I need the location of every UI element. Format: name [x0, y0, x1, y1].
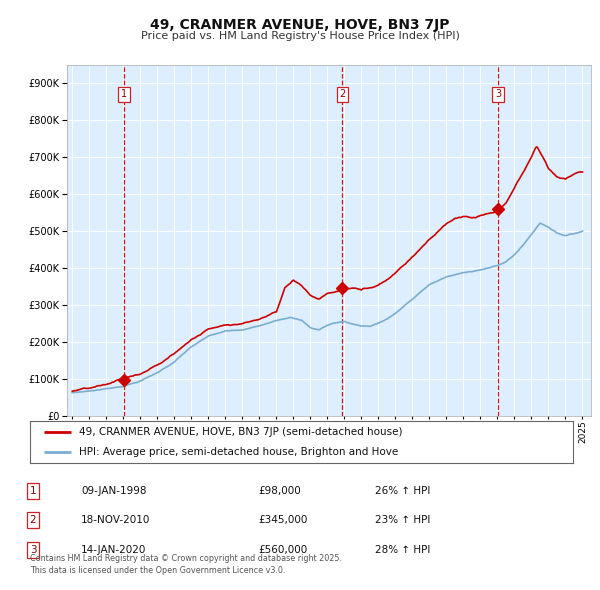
Text: 28% ↑ HPI: 28% ↑ HPI — [375, 545, 430, 555]
Text: 09-JAN-1998: 09-JAN-1998 — [81, 486, 146, 496]
Text: 49, CRANMER AVENUE, HOVE, BN3 7JP: 49, CRANMER AVENUE, HOVE, BN3 7JP — [150, 18, 450, 32]
Text: 26% ↑ HPI: 26% ↑ HPI — [375, 486, 430, 496]
Text: 3: 3 — [29, 545, 37, 555]
Text: Contains HM Land Registry data © Crown copyright and database right 2025.
This d: Contains HM Land Registry data © Crown c… — [30, 555, 342, 575]
Text: 14-JAN-2020: 14-JAN-2020 — [81, 545, 146, 555]
Text: £98,000: £98,000 — [258, 486, 301, 496]
Text: HPI: Average price, semi-detached house, Brighton and Hove: HPI: Average price, semi-detached house,… — [79, 447, 398, 457]
Text: 1: 1 — [29, 486, 37, 496]
Text: 1: 1 — [121, 90, 127, 100]
Text: 3: 3 — [495, 90, 501, 100]
Text: 49, CRANMER AVENUE, HOVE, BN3 7JP (semi-detached house): 49, CRANMER AVENUE, HOVE, BN3 7JP (semi-… — [79, 427, 403, 437]
Text: £345,000: £345,000 — [258, 516, 307, 525]
Text: 2: 2 — [339, 90, 346, 100]
Text: 23% ↑ HPI: 23% ↑ HPI — [375, 516, 430, 525]
Text: 18-NOV-2010: 18-NOV-2010 — [81, 516, 151, 525]
Text: 2: 2 — [29, 516, 37, 525]
Text: Price paid vs. HM Land Registry's House Price Index (HPI): Price paid vs. HM Land Registry's House … — [140, 31, 460, 41]
Text: £560,000: £560,000 — [258, 545, 307, 555]
